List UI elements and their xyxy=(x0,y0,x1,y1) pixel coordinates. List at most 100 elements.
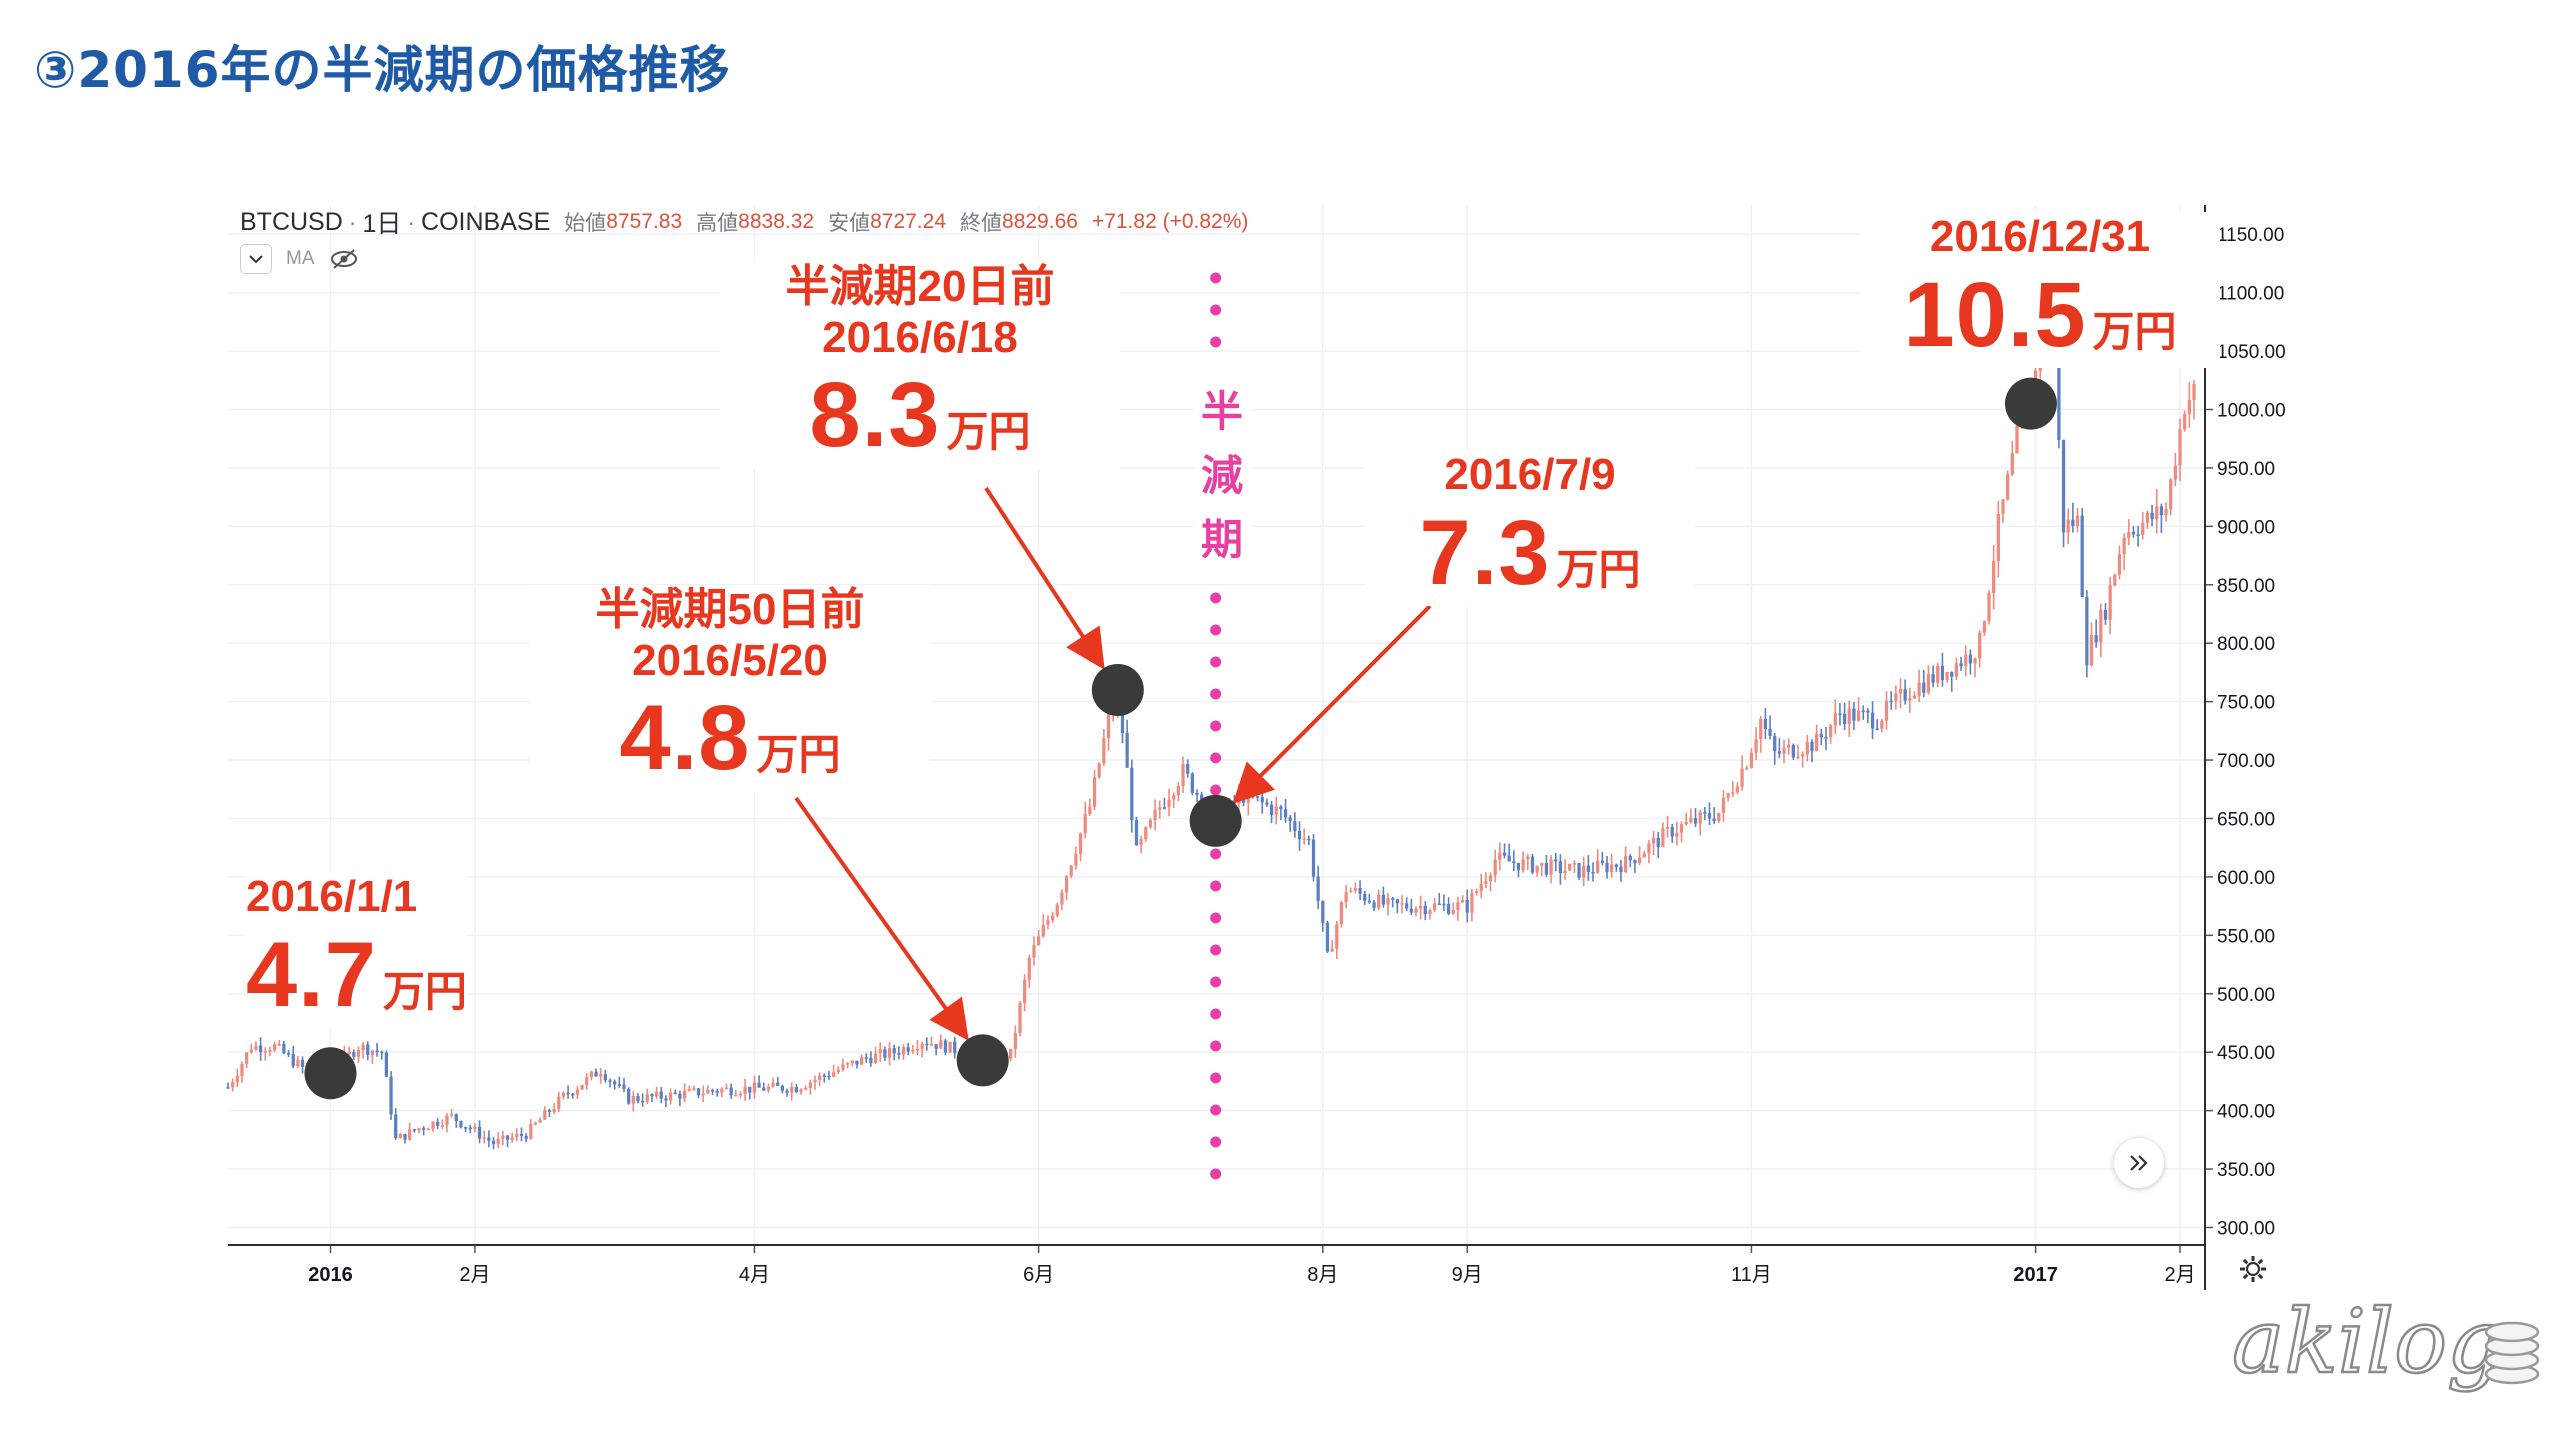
candle xyxy=(487,1130,491,1148)
candle xyxy=(440,1119,444,1130)
candle-body xyxy=(1153,809,1157,821)
candle xyxy=(1050,911,1055,924)
candle xyxy=(575,1086,580,1099)
candle-body xyxy=(1041,925,1045,937)
candle xyxy=(1330,940,1334,952)
candle-body xyxy=(864,1057,868,1059)
candle xyxy=(1321,900,1325,932)
candle xyxy=(1414,906,1418,917)
candle xyxy=(915,1040,920,1056)
candle xyxy=(1978,630,1982,668)
candle xyxy=(883,1046,887,1061)
candle-body xyxy=(1321,900,1325,923)
candle xyxy=(2066,508,2070,545)
chevron-down-icon xyxy=(249,255,263,264)
candle xyxy=(543,1106,547,1120)
candle-body xyxy=(2155,506,2159,520)
candle xyxy=(272,1041,277,1052)
candle-body xyxy=(743,1086,747,1094)
candle-body xyxy=(1158,807,1162,810)
candle-body xyxy=(1349,890,1353,893)
candle-body xyxy=(1833,713,1837,726)
price-marker xyxy=(1189,794,1242,847)
candle-body xyxy=(729,1087,733,1096)
candle-body xyxy=(2015,425,2019,454)
candle xyxy=(715,1089,719,1097)
candle-body xyxy=(780,1085,785,1091)
candle xyxy=(1041,914,1045,938)
candle-body xyxy=(1568,863,1572,871)
candle xyxy=(1889,691,1893,710)
candle-body xyxy=(1260,796,1264,803)
candle-body xyxy=(1009,1048,1013,1059)
candle xyxy=(1884,691,1889,730)
candle xyxy=(1880,719,1884,733)
candle xyxy=(2136,525,2140,547)
candle-body xyxy=(762,1087,766,1091)
candle xyxy=(1861,705,1865,720)
candle-body xyxy=(794,1087,799,1093)
candle-body xyxy=(1623,855,1628,873)
candle xyxy=(1139,835,1143,854)
candle xyxy=(2145,510,2150,529)
legend-interval[interactable]: 1日 xyxy=(362,210,402,238)
candle xyxy=(2127,519,2131,546)
candle-body xyxy=(1856,710,1861,721)
candle xyxy=(1181,756,1185,794)
legend-high-label: 高値 xyxy=(696,212,739,235)
candle xyxy=(771,1077,775,1088)
candle-body xyxy=(850,1060,854,1064)
candle xyxy=(1288,815,1292,832)
candle-body xyxy=(1866,710,1870,713)
legend-separator: · xyxy=(348,208,357,235)
candle-body xyxy=(1712,818,1716,822)
candle-body xyxy=(258,1045,263,1053)
gear-icon[interactable] xyxy=(2238,1254,2268,1284)
candle xyxy=(445,1112,449,1133)
candle xyxy=(1526,853,1530,871)
candle xyxy=(822,1073,826,1083)
candle xyxy=(254,1041,258,1052)
annotation-june: 半減期20日前 2016/6/18 8.3 万円 xyxy=(720,262,1120,469)
ma-label[interactable]: MA xyxy=(286,248,315,269)
candle-body xyxy=(734,1094,738,1097)
candle-body xyxy=(1968,654,1973,664)
candle-body xyxy=(790,1087,794,1093)
candle xyxy=(1647,840,1651,864)
candle xyxy=(1046,915,1050,930)
candle-body xyxy=(231,1082,235,1088)
candle-body xyxy=(1922,682,1926,693)
candle xyxy=(380,1050,384,1060)
candle-body xyxy=(408,1129,412,1140)
eye-off-icon[interactable] xyxy=(329,248,359,270)
candle xyxy=(878,1042,882,1062)
candle-body xyxy=(1050,915,1055,921)
scroll-right-button[interactable] xyxy=(2114,1138,2164,1188)
candle xyxy=(1083,801,1087,839)
candle xyxy=(804,1085,808,1091)
collapse-button[interactable] xyxy=(240,244,272,274)
candle-body xyxy=(1847,708,1851,725)
candle-body xyxy=(692,1088,696,1090)
halving-dot xyxy=(1210,688,1222,700)
y-tick-label: 450.00 xyxy=(2217,1043,2275,1064)
candle xyxy=(1898,678,1903,708)
candle-body xyxy=(799,1089,803,1093)
candle-body xyxy=(436,1121,440,1126)
candle-body xyxy=(1078,833,1083,854)
candle-body xyxy=(1311,839,1316,877)
candle-body xyxy=(1698,812,1702,824)
legend-symbol[interactable]: BTCUSD xyxy=(240,207,343,236)
candle xyxy=(1768,715,1772,740)
candle-body xyxy=(1596,860,1600,873)
candle-body xyxy=(855,1060,859,1065)
candle xyxy=(417,1127,421,1134)
y-tick-label: 600.00 xyxy=(2217,868,2275,889)
candle xyxy=(948,1041,952,1053)
candle-body xyxy=(1442,903,1446,906)
candle xyxy=(1773,732,1777,765)
y-tick-label: 800.00 xyxy=(2217,634,2275,655)
candle-body xyxy=(1172,795,1176,800)
candle-body xyxy=(1460,900,1465,903)
candle xyxy=(1176,781,1181,801)
